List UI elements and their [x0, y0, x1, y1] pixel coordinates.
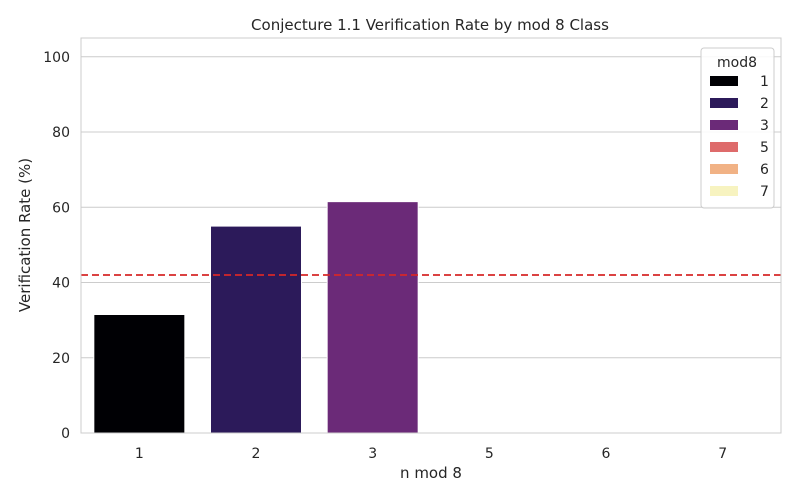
x-tick-label: 2 — [252, 446, 261, 462]
legend-swatch-1 — [710, 76, 738, 86]
y-tick-label: 60 — [52, 200, 70, 216]
y-tick-label: 80 — [52, 125, 70, 141]
x-tick-label: 1 — [135, 446, 144, 462]
y-tick-label: 40 — [52, 276, 70, 292]
bar-2 — [210, 225, 302, 434]
chart-title: Conjecture 1.1 Verification Rate by mod … — [251, 16, 609, 34]
x-tick-label: 5 — [485, 446, 494, 462]
legend-title: mod8 — [717, 55, 757, 71]
legend-label: 2 — [760, 96, 769, 112]
y-axis-label: Verification Rate (%) — [16, 158, 34, 312]
legend-swatch-3 — [710, 120, 738, 130]
x-tick-labels: 1 2 3 5 6 7 — [135, 446, 727, 462]
legend-swatch-7 — [710, 186, 738, 196]
legend-swatch-6 — [710, 164, 738, 174]
legend: mod8 1 2 3 5 6 7 — [700, 47, 775, 209]
y-tick-label: 0 — [61, 426, 70, 442]
plot-frame — [80, 37, 782, 434]
y-tick-label: 100 — [43, 50, 70, 66]
bars — [93, 201, 419, 434]
legend-label: 7 — [760, 184, 769, 200]
legend-label: 5 — [760, 140, 769, 156]
legend-label: 1 — [760, 74, 769, 90]
x-tick-label: 3 — [368, 446, 377, 462]
bar-3 — [326, 201, 419, 434]
legend-label: 3 — [760, 118, 769, 134]
y-tick-label: 20 — [52, 351, 70, 367]
x-tick-label: 7 — [718, 446, 727, 462]
legend-swatch-2 — [710, 98, 738, 108]
gridlines — [81, 56, 781, 434]
y-tick-labels: 0 20 40 60 80 100 — [43, 50, 70, 442]
bar-1 — [93, 314, 186, 434]
x-axis-label: n mod 8 — [400, 464, 462, 482]
x-tick-label: 6 — [602, 446, 611, 462]
legend-label: 6 — [760, 162, 769, 178]
legend-swatch-5 — [710, 142, 738, 152]
